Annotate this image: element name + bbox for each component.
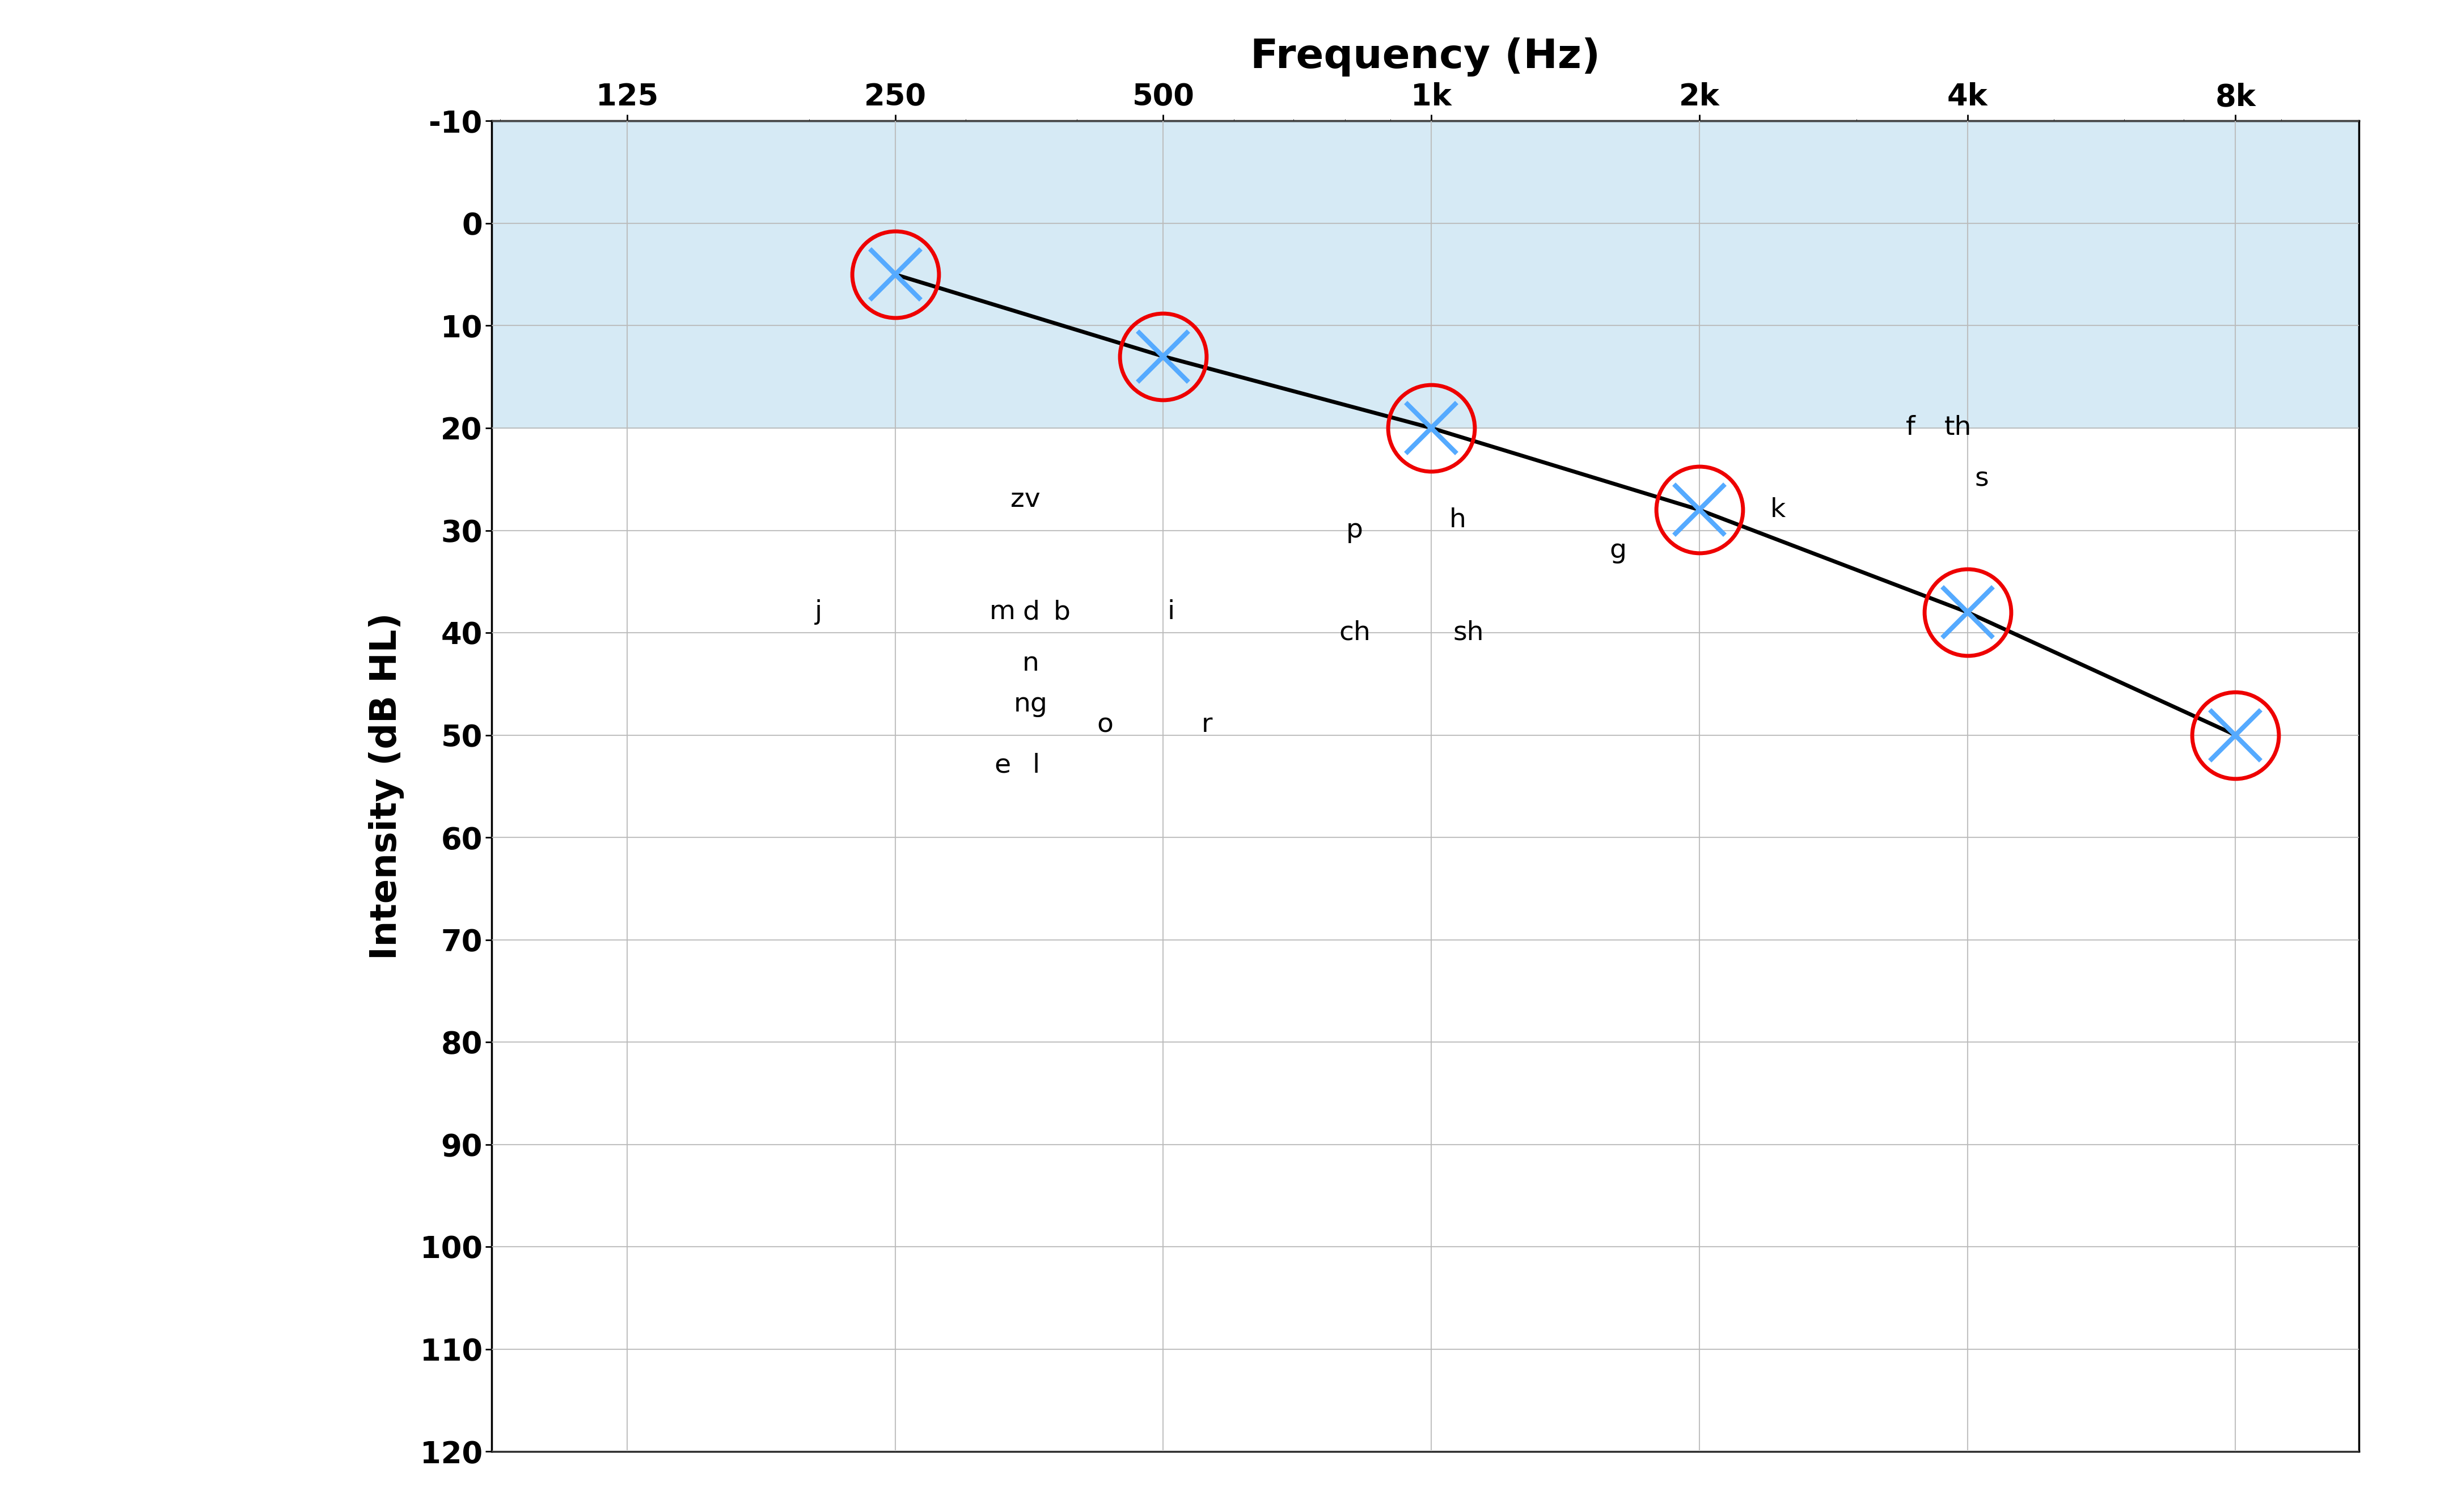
Bar xyxy=(491,121,2359,428)
Text: th: th xyxy=(1943,416,1971,442)
Text: l: l xyxy=(1032,753,1039,779)
Text: ng: ng xyxy=(1015,691,1047,717)
Text: k: k xyxy=(1769,497,1786,523)
Text: j: j xyxy=(816,599,823,624)
Text: sh: sh xyxy=(1452,620,1484,646)
Text: h: h xyxy=(1450,508,1467,532)
Text: ch: ch xyxy=(1339,620,1371,646)
Text: zv: zv xyxy=(1010,487,1039,513)
Text: r: r xyxy=(1201,712,1214,738)
Text: e: e xyxy=(995,753,1010,779)
Text: f: f xyxy=(1907,416,1914,442)
Text: g: g xyxy=(1609,538,1627,564)
Text: d: d xyxy=(1022,599,1039,624)
Text: o: o xyxy=(1096,712,1113,738)
Text: i: i xyxy=(1167,599,1174,624)
Text: p: p xyxy=(1346,517,1364,543)
Text: m: m xyxy=(990,599,1015,624)
Text: s: s xyxy=(1975,466,1988,491)
Text: b: b xyxy=(1054,599,1071,624)
Y-axis label: Intensity (dB HL): Intensity (dB HL) xyxy=(369,612,403,960)
Text: n: n xyxy=(1022,650,1039,676)
X-axis label: Frequency (Hz): Frequency (Hz) xyxy=(1251,38,1600,77)
